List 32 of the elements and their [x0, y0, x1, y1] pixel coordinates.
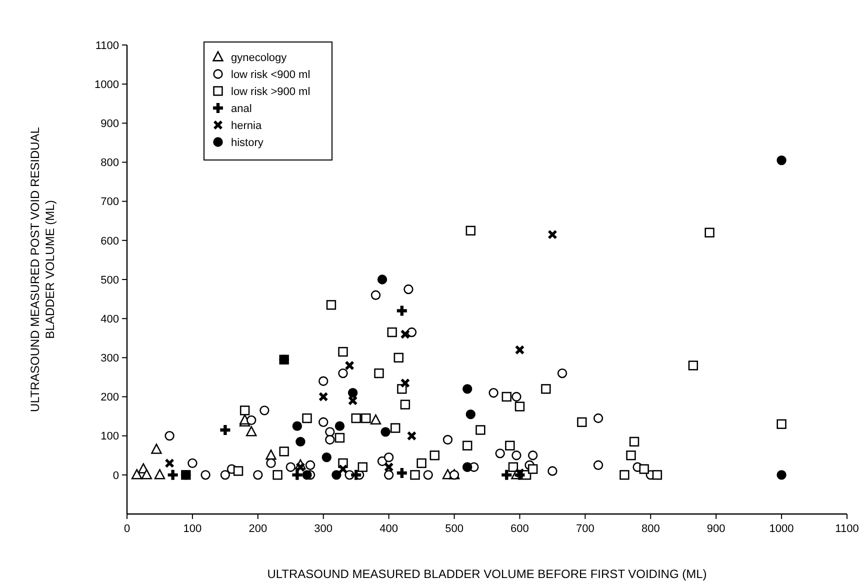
legend-label: anal: [231, 102, 252, 115]
x-tick-label: 300: [314, 523, 333, 535]
x-tick-label: 800: [641, 523, 660, 535]
y-tick-label: 100: [100, 430, 119, 443]
x-tick-label: 500: [445, 523, 464, 535]
y-tick-label: 900: [100, 118, 119, 130]
y-tick-label: 800: [100, 157, 119, 170]
y-tick-label: 700: [100, 196, 119, 208]
y-tick-label: 0: [112, 470, 119, 482]
y-axis-title: ULTRASOUND MEASURED POST VOID RESIDUAL BLADDER VOLUME (ML): [28, 126, 57, 412]
y-tick-label: 600: [100, 235, 119, 248]
y-tick-label: 1000: [94, 78, 119, 91]
legend-label: low risk <900 ml: [231, 68, 310, 81]
x-tick-label: 900: [706, 523, 726, 535]
x-tick-label: 400: [380, 523, 398, 535]
x-tick-label: 200: [248, 523, 268, 535]
x-tick-label: 700: [576, 523, 594, 535]
legend-label: gynecology: [231, 52, 288, 64]
y-tick-label: 1100: [95, 40, 119, 52]
legend-label: hernia: [231, 120, 262, 132]
x-tick-label: 1000: [769, 523, 794, 535]
y-tick-label: 300: [100, 352, 119, 365]
legend-label: history: [231, 136, 264, 149]
y-tick-label: 500: [100, 274, 119, 286]
x-tick-label: 100: [183, 523, 202, 535]
x-tick-label: 1100: [835, 523, 859, 535]
x-axis-title: ULTRASOUND MEASURED BLADDER VOLUME BEFORE FIRST VOIDING (ML): [267, 567, 707, 581]
legend-label: low risk >900 ml: [231, 86, 310, 98]
y-tick-label: 400: [100, 313, 119, 326]
y-tick-label: 200: [100, 392, 119, 404]
x-tick-label: 0: [124, 523, 130, 535]
x-tick-label: 600: [510, 523, 529, 535]
